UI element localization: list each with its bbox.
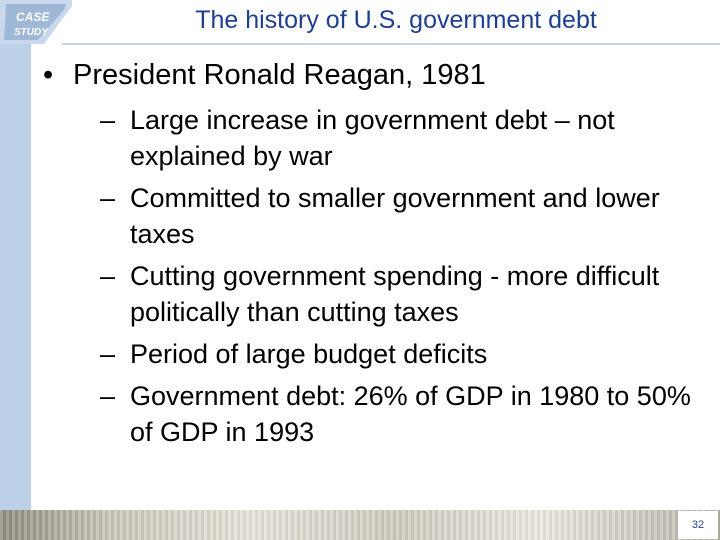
title-bar bbox=[0, 0, 720, 43]
main-bullet: • President Ronald Reagan, 1981 bbox=[43, 58, 718, 92]
sub-bullet-text: Committed to smaller government and lowe… bbox=[130, 183, 660, 249]
page-number: 32 bbox=[678, 511, 718, 539]
case-study-badge-icon: CASE STUDY bbox=[0, 0, 72, 44]
main-bullet-text: President Ronald Reagan, 1981 bbox=[73, 59, 486, 91]
sub-bullet-text: Period of large budget deficits bbox=[130, 339, 488, 369]
sub-bullet-text: Cutting government spending - more diffi… bbox=[130, 261, 660, 327]
title-divider bbox=[62, 43, 720, 45]
sub-bullet: – Government debt: 26% of GDP in 1980 to … bbox=[65, 378, 718, 450]
sub-bullet: – Large increase in government debt – not… bbox=[65, 102, 718, 174]
badge-text-case: CASE bbox=[16, 10, 50, 24]
dash-icon: – bbox=[100, 105, 116, 135]
left-accent-bar bbox=[0, 0, 31, 540]
badge-text-study: STUDY bbox=[14, 27, 49, 38]
slide-content: • President Ronald Reagan, 1981 – Large in… bbox=[38, 58, 718, 456]
slide-title: The history of U.S. government debt bbox=[195, 6, 597, 34]
sub-bullet: – Committed to smaller government and low… bbox=[65, 180, 718, 252]
footer-strip bbox=[0, 510, 720, 540]
dash-icon: – bbox=[100, 261, 116, 291]
sub-bullet-text: Large increase in government debt – not … bbox=[130, 105, 615, 171]
dash-icon: – bbox=[100, 381, 116, 411]
dash-icon: – bbox=[100, 183, 116, 213]
dash-icon: – bbox=[100, 339, 116, 369]
sub-bullet-text: Government debt: 26% of GDP in 1980 to 5… bbox=[130, 381, 691, 447]
sub-bullet-list: – Large increase in government debt – not… bbox=[38, 102, 718, 450]
sub-bullet: – Cutting government spending - more diff… bbox=[65, 258, 718, 330]
sub-bullet: – Period of large budget deficits bbox=[65, 336, 718, 372]
bullet-dot-icon: • bbox=[43, 59, 54, 91]
